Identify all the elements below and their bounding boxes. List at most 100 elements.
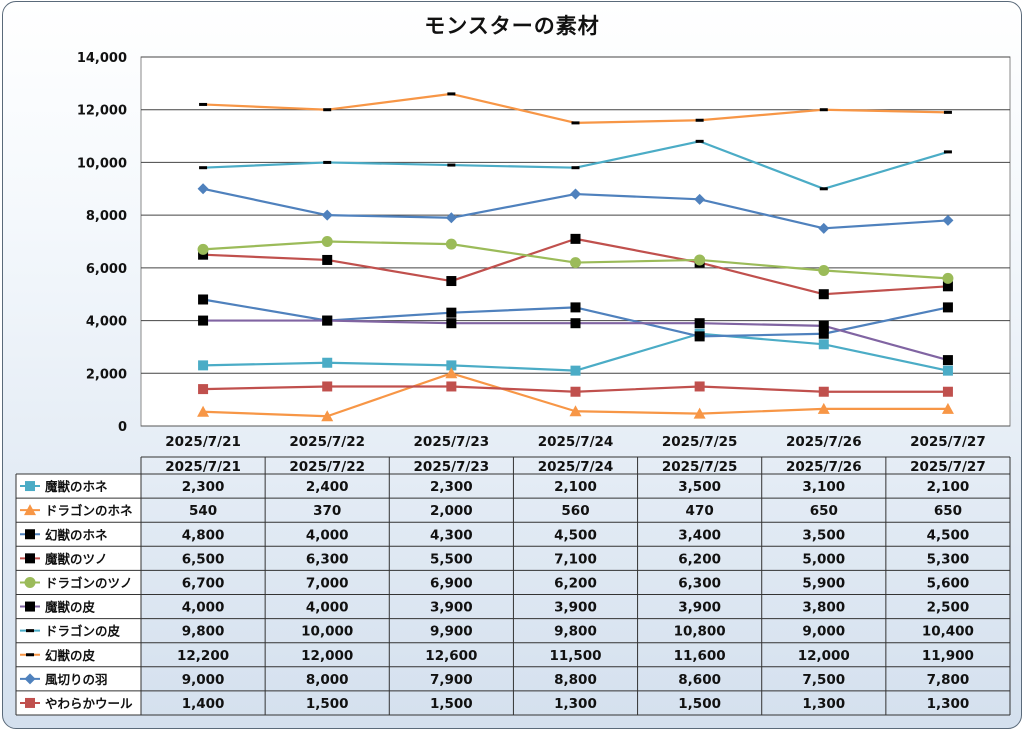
table-cell: 1,300 <box>554 696 597 712</box>
table-cell: 1,500 <box>678 696 721 712</box>
series-7 <box>199 139 952 191</box>
data-point <box>446 360 457 371</box>
table-cell: 10,400 <box>922 624 974 640</box>
data-point <box>197 405 210 417</box>
table-cell: 3,800 <box>802 600 845 616</box>
table-cell: 6,200 <box>554 575 597 591</box>
table-cell: 4,500 <box>554 527 597 543</box>
data-point <box>694 254 706 266</box>
table-header-cell: 2025/7/27 <box>910 459 986 475</box>
table-header-cell: 2025/7/25 <box>662 459 738 475</box>
table-row: ドラゴンのホネ 540 370 2,000 560 470 650 650 <box>20 503 962 519</box>
data-point <box>942 302 953 313</box>
table-cell: 7,000 <box>306 575 349 591</box>
data-point <box>445 238 457 250</box>
table-cell: 5,000 <box>802 551 845 567</box>
table-cell: 9,000 <box>182 672 225 688</box>
data-point <box>695 139 704 143</box>
data-point <box>693 407 706 419</box>
data-point <box>199 166 208 170</box>
data-point <box>818 386 829 397</box>
data-point <box>26 653 34 657</box>
series-2 <box>197 367 954 422</box>
data-point <box>447 163 456 167</box>
table-cell: 8,800 <box>554 672 597 688</box>
table-cell: 5,300 <box>927 551 970 567</box>
table-cell: 7,900 <box>430 672 473 688</box>
data-point <box>818 328 829 339</box>
table-cell: 7,800 <box>927 672 970 688</box>
table-cell: 1,400 <box>182 696 225 712</box>
series-9 <box>197 183 954 234</box>
data-point <box>198 315 209 326</box>
data-point <box>570 188 581 200</box>
table-cell: 4,300 <box>430 527 473 543</box>
table-cell: 3,500 <box>678 479 721 495</box>
data-point <box>818 320 829 331</box>
legend-label: 魔獣のホネ <box>45 479 108 494</box>
data-point <box>569 405 582 417</box>
table-cell: 3,500 <box>802 527 845 543</box>
data-point <box>445 367 458 379</box>
data-point <box>322 254 333 265</box>
y-tick-label: 0 <box>118 420 127 435</box>
data-point <box>819 187 828 191</box>
table-header-cell: 2025/7/21 <box>165 459 241 475</box>
y-tick-label: 8,000 <box>86 209 127 224</box>
table-cell: 5,600 <box>927 575 970 591</box>
table-cell: 1,300 <box>802 696 845 712</box>
data-point <box>942 281 953 292</box>
data-point <box>447 92 456 96</box>
table-cell: 6,200 <box>678 551 721 567</box>
data-point <box>818 264 830 276</box>
table-cell: 6,700 <box>182 575 225 591</box>
table-header-cell: 2025/7/22 <box>289 459 365 475</box>
table-cell: 650 <box>810 503 838 519</box>
data-point <box>694 193 706 205</box>
table-cell: 10,000 <box>301 624 353 640</box>
data-point <box>818 289 829 300</box>
table-cell: 11,900 <box>922 648 974 664</box>
data-point <box>942 365 953 376</box>
table-cell: 1,500 <box>306 696 349 712</box>
data-point <box>446 318 457 329</box>
x-tick-label: 2025/7/21 <box>165 434 241 450</box>
table-row: やわらかウール 1,400 1,500 1,500 1,300 1,500 1,300 1,3… <box>20 696 969 712</box>
legend-label: ドラゴンの皮 <box>45 624 121 639</box>
table-cell: 9,800 <box>182 624 225 640</box>
data-point <box>570 365 581 376</box>
table-cell: 7,500 <box>802 672 845 688</box>
table-cell: 10,800 <box>674 624 726 640</box>
table-cell: 9,800 <box>554 624 597 640</box>
table-cell: 6,500 <box>182 551 225 567</box>
data-point <box>321 209 333 221</box>
table-cell: 3,400 <box>678 527 721 543</box>
legend-label: 魔獣のツノ <box>45 551 108 566</box>
table-row: 魔獣の皮 4,000 4,000 3,900 3,900 3,900 3,800 2,500 <box>20 600 969 616</box>
legend-label: ドラゴンのツノ <box>45 575 133 590</box>
data-point <box>570 318 581 329</box>
table-row: ドラゴンの皮 9,800 10,000 9,900 9,800 10,800 9,000 10… <box>20 624 974 640</box>
x-tick-label: 2025/7/23 <box>414 434 490 450</box>
data-point <box>943 150 952 154</box>
table-header-cell: 2025/7/26 <box>786 459 862 475</box>
data-point <box>198 294 209 305</box>
data-point <box>694 331 705 342</box>
data-point <box>694 381 705 392</box>
table-cell: 2,100 <box>554 479 597 495</box>
table-cell: 2,400 <box>306 479 349 495</box>
data-point <box>694 318 705 329</box>
data-point <box>446 276 457 287</box>
y-tick-label: 4,000 <box>86 315 127 330</box>
data-point <box>695 118 704 122</box>
table-header-cell: 2025/7/23 <box>414 459 490 475</box>
data-point <box>941 402 954 414</box>
data-point <box>25 601 35 612</box>
table-cell: 370 <box>313 503 341 519</box>
data-table: 2025/7/21 2025/7/22 2025/7/23 2025/7/24 2025… <box>15 456 1011 716</box>
data-point <box>570 257 581 269</box>
table-cell: 2,300 <box>430 479 473 495</box>
data-point <box>321 236 333 247</box>
data-point <box>942 272 954 284</box>
legend-label: 幻獣の皮 <box>45 648 96 663</box>
